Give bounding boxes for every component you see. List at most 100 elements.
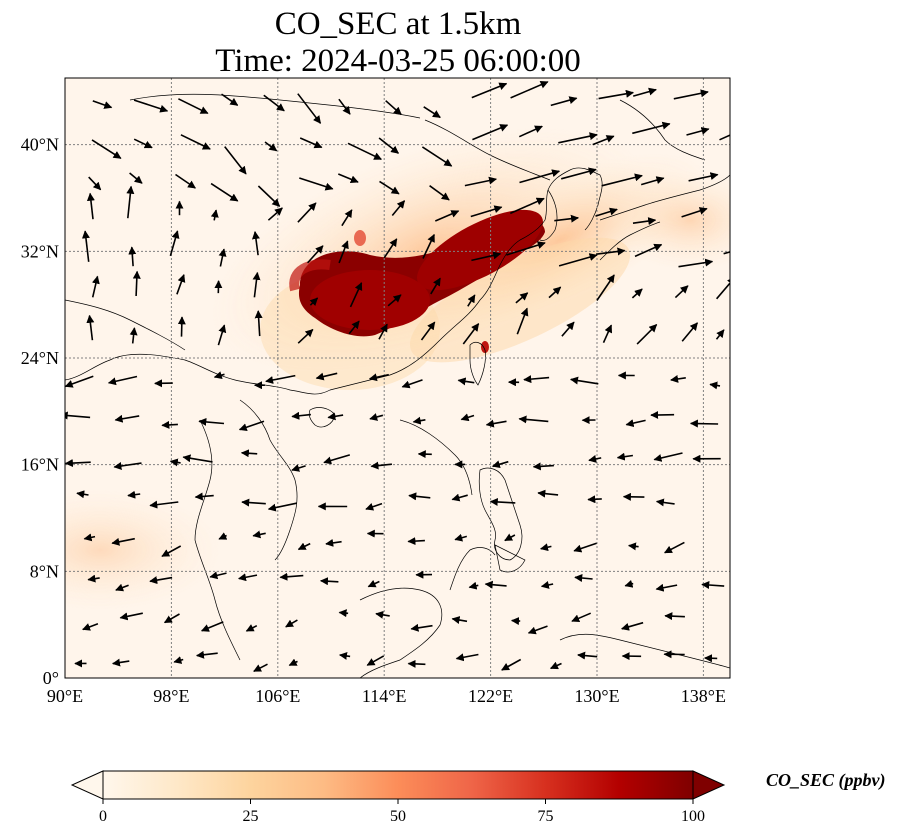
colorbar-tick-label: 25 — [243, 808, 259, 825]
wind-arrow — [149, 576, 173, 585]
wind-arrow — [338, 240, 349, 264]
wind-arrow — [472, 124, 509, 141]
wind-arrow — [320, 577, 339, 586]
wind-arrow — [375, 610, 390, 619]
wind-arrow — [267, 207, 283, 221]
wind-arrow — [491, 460, 509, 469]
wind-arrow — [297, 202, 317, 223]
wind-vectors — [65, 80, 730, 673]
wind-arrow — [252, 271, 261, 298]
wind-arrow — [516, 307, 529, 335]
wind-arrow — [213, 371, 225, 379]
wind-arrow — [217, 324, 227, 346]
wind-arrow — [341, 209, 353, 227]
wind-arrow — [391, 200, 406, 217]
wind-arrow — [368, 373, 389, 382]
colorbar-tick-label: 100 — [681, 808, 705, 825]
wind-arrow — [574, 574, 593, 582]
wind-arrow — [297, 328, 314, 344]
wind-arrow — [628, 542, 639, 551]
wind-arrow — [540, 581, 554, 589]
wind-arrow — [86, 314, 95, 341]
wind-arrow — [175, 173, 196, 189]
wind-arrow — [455, 653, 479, 662]
wind-arrow — [532, 462, 554, 471]
wind-arrow — [588, 454, 602, 463]
wind-arrow — [126, 185, 135, 219]
wind-arrow — [111, 537, 135, 546]
wind-arrow — [723, 251, 730, 255]
wind-arrow — [76, 490, 89, 499]
wind-arrow — [412, 416, 426, 425]
wind-arrow — [709, 381, 721, 390]
wind-arrow — [161, 545, 182, 558]
y-tick-label: 32°N — [21, 241, 59, 261]
wind-arrow — [429, 185, 450, 201]
wind-arrow — [616, 452, 634, 461]
wind-arrow — [378, 323, 388, 340]
wind-arrow — [489, 497, 516, 506]
wind-arrow — [632, 121, 671, 135]
wind-arrow — [464, 176, 497, 187]
x-tick-label: 122°E — [468, 686, 513, 706]
wind-arrow — [338, 98, 351, 115]
wind-arrow — [511, 617, 521, 626]
wind-arrow — [169, 230, 180, 257]
wind-arrow — [577, 651, 598, 660]
y-axis: 0° 8°N 16°N 24°N 32°N 40°N — [21, 135, 59, 688]
wind-arrow — [468, 581, 479, 590]
wind-arrow — [92, 100, 113, 109]
wind-arrow — [251, 231, 260, 256]
wind-arrow — [560, 167, 597, 180]
wind-arrow — [460, 413, 475, 422]
wind-arrow — [198, 417, 225, 426]
wind-arrow — [598, 89, 634, 100]
wind-arrow — [129, 172, 143, 184]
colorbar-label: CO_SEC (ppbv) — [766, 770, 886, 790]
wind-arrow — [678, 258, 714, 268]
wind-arrow — [291, 411, 311, 420]
y-tick-label: 8°N — [30, 561, 59, 581]
wind-arrow — [719, 134, 730, 141]
wind-arrow — [327, 412, 344, 421]
map-content — [65, 78, 730, 678]
wind-arrow — [88, 176, 102, 191]
wind-arrow — [369, 413, 384, 421]
wind-arrow — [462, 323, 480, 345]
wind-arrow — [420, 321, 436, 341]
wind-arrow — [325, 538, 342, 547]
wind-arrow — [338, 609, 349, 618]
wind-arrow — [209, 571, 227, 580]
wind-arrow — [621, 621, 644, 631]
wind-arrow — [467, 294, 476, 307]
wind-arrow — [379, 180, 400, 195]
y-tick-label: 24°N — [21, 348, 59, 368]
wind-arrow — [149, 500, 179, 509]
wind-arrow — [421, 146, 453, 167]
wind-arrow — [221, 93, 239, 106]
wind-arrow — [91, 139, 122, 159]
wind-arrow — [485, 419, 507, 428]
wind-arrow — [238, 420, 265, 432]
wind-arrow — [640, 176, 665, 186]
wind-arrow — [688, 172, 719, 182]
wind-arrow — [119, 612, 143, 621]
wind-arrow — [407, 659, 426, 668]
wind-arrow — [127, 490, 141, 499]
x-tick-label: 114°E — [362, 686, 407, 706]
wind-arrow — [715, 329, 725, 340]
wind-arrow — [240, 449, 258, 458]
wind-arrow — [65, 375, 94, 388]
y-tick-label: 16°N — [21, 455, 59, 475]
wind-arrow — [636, 324, 658, 345]
wind-arrow — [173, 656, 184, 664]
wind-arrow — [365, 502, 383, 511]
wind-arrow — [558, 132, 598, 144]
wind-arrow — [689, 419, 719, 428]
wind-arrow — [663, 541, 685, 554]
wind-arrow — [218, 248, 227, 267]
wind-arrow — [527, 625, 548, 635]
wind-arrow — [484, 580, 507, 589]
wind-arrow — [601, 173, 643, 187]
wind-arrow — [83, 533, 96, 542]
